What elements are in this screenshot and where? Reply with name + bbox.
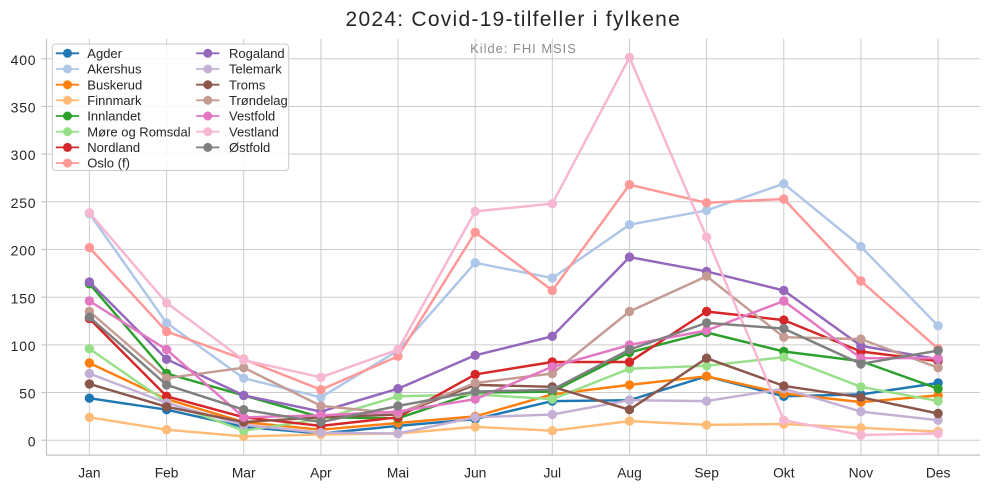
svg-text:Oslo (f): Oslo (f) <box>87 156 130 171</box>
svg-text:Okt: Okt <box>773 465 795 480</box>
svg-text:250: 250 <box>11 195 37 211</box>
svg-text:Des: Des <box>926 465 951 480</box>
svg-text:Jun: Jun <box>464 465 486 480</box>
svg-text:Nov: Nov <box>849 465 874 480</box>
svg-text:Finnmark: Finnmark <box>87 93 142 108</box>
svg-text:2024: Covid-19-tilfeller i fyl: 2024: Covid-19-tilfeller i fylkene <box>346 8 681 31</box>
svg-text:Nordland: Nordland <box>87 140 140 155</box>
svg-text:400: 400 <box>11 52 37 68</box>
svg-text:0: 0 <box>28 433 37 449</box>
svg-text:Buskerud: Buskerud <box>87 77 142 92</box>
svg-text:100: 100 <box>11 338 37 354</box>
svg-text:350: 350 <box>11 100 37 116</box>
svg-text:Møre og Romsdal: Møre og Romsdal <box>87 124 190 139</box>
svg-text:Agder: Agder <box>87 46 122 61</box>
svg-text:Vestfold: Vestfold <box>229 109 275 124</box>
svg-text:Vestland: Vestland <box>229 124 279 139</box>
svg-text:Telemark: Telemark <box>229 62 282 77</box>
svg-text:Rogaland: Rogaland <box>229 46 285 61</box>
svg-text:Trøndelag: Trøndelag <box>229 93 288 108</box>
svg-text:Troms: Troms <box>229 77 266 92</box>
svg-text:Mai: Mai <box>387 465 409 480</box>
svg-text:Apr: Apr <box>310 465 332 480</box>
svg-text:300: 300 <box>11 147 37 163</box>
svg-text:200: 200 <box>11 243 37 259</box>
svg-text:Mar: Mar <box>232 465 256 480</box>
svg-text:Jul: Jul <box>543 465 561 480</box>
svg-text:Aug: Aug <box>617 465 642 480</box>
svg-text:150: 150 <box>11 290 37 306</box>
svg-text:Jan: Jan <box>78 465 100 480</box>
svg-text:Innlandet: Innlandet <box>87 109 141 124</box>
svg-text:Sep: Sep <box>694 465 719 480</box>
svg-text:Kilde: FHI MSIS: Kilde: FHI MSIS <box>470 41 577 56</box>
svg-text:Feb: Feb <box>155 465 179 480</box>
svg-text:Akershus: Akershus <box>87 62 142 77</box>
svg-text:50: 50 <box>19 386 36 402</box>
svg-text:Østfold: Østfold <box>229 140 270 155</box>
